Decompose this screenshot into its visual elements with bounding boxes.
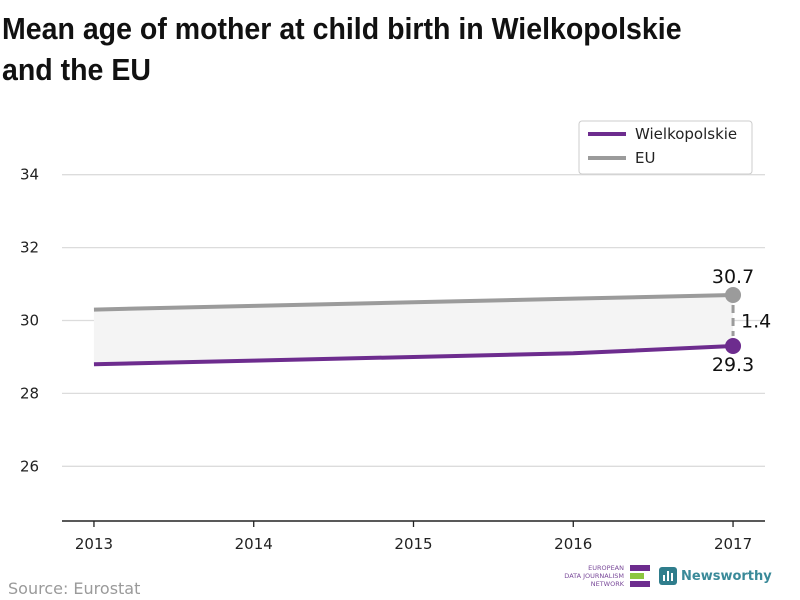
x-tick-label: 2013 — [75, 535, 113, 553]
edjn-logo-bar-bottom — [630, 581, 650, 587]
point-eu-2017 — [725, 286, 742, 303]
y-tick-label: 28 — [20, 384, 39, 402]
gap-area — [93, 294, 734, 365]
legend-label-wielkopolskie: Wielkopolskie — [635, 125, 737, 143]
label-wielkopolskie-last: 29.3 — [712, 354, 754, 376]
x-tick-label: 2017 — [714, 535, 752, 553]
x-tick-label: 2016 — [554, 535, 592, 553]
edjn-logo-bar-top — [630, 565, 650, 571]
newsworthy-label: Newsworthy — [681, 568, 772, 584]
y-tick-label: 30 — [20, 312, 39, 330]
edjn-logo-bar-middle — [630, 573, 644, 579]
x-tick-label: 2015 — [394, 535, 432, 553]
bar-chart-icon — [659, 567, 677, 585]
y-tick-label: 26 — [20, 457, 39, 475]
edjn-logo-line-3: NETWORK — [590, 580, 624, 588]
y-tick-label: 34 — [20, 166, 39, 184]
y-tick-label: 32 — [20, 239, 39, 257]
label-eu-last: 30.7 — [712, 266, 754, 288]
edjn-logo-line-1: EUROPEAN — [588, 564, 624, 572]
edjn-logo-line-2: DATA JOURNALISM — [564, 572, 624, 580]
source-note: Source: Eurostat — [8, 579, 141, 598]
edjn-logo: EUROPEAN DATA JOURNALISM NETWORK — [564, 564, 650, 590]
point-wielkopolskie-2017 — [725, 338, 742, 355]
legend-label-eu: EU — [635, 149, 655, 167]
newsworthy-logo: Newsworthy — [659, 566, 772, 586]
label-difference: 1.4 — [741, 311, 771, 333]
x-tick-label: 2014 — [235, 535, 273, 553]
series-line-eu — [93, 292, 734, 312]
chart-title: Mean age of mother at child birth in Wie… — [2, 11, 682, 87]
series-line-wielkopolskie — [93, 344, 734, 367]
